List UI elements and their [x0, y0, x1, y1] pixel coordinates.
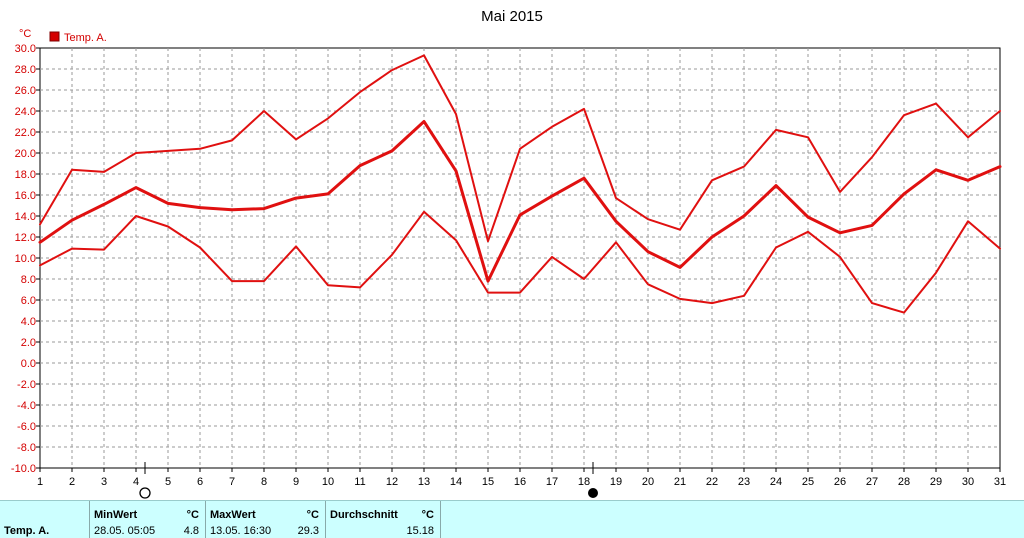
series-line-2 [38, 120, 1002, 283]
x-tick-label: 2 [69, 476, 75, 488]
max-datetime: 13.05. 16:30 [210, 525, 272, 537]
y-tick-label: 22.0 [15, 127, 36, 139]
stats-sensor-cell: Temp. A. [0, 501, 89, 538]
x-tick-label: 12 [386, 476, 398, 488]
chart-title: Mai 2015 [481, 8, 543, 25]
stats-sensor-label: Temp. A. [4, 525, 50, 537]
y-tick-label: 24.0 [15, 106, 36, 118]
x-tick-label: 1 [37, 476, 43, 488]
x-tick-label: 23 [738, 476, 750, 488]
series-line-3 [39, 210, 1001, 314]
y-tick-label: 12.0 [15, 232, 36, 244]
max-unit: °C [306, 509, 319, 521]
max-marker [588, 488, 598, 498]
x-tick-label: 7 [229, 476, 235, 488]
y-tick-label: -8.0 [17, 442, 36, 454]
x-tick-label: 13 [418, 476, 430, 488]
x-tick-label: 5 [165, 476, 171, 488]
x-tick-label: 18 [578, 476, 590, 488]
legend-swatch [49, 31, 60, 42]
x-tick-label: 8 [261, 476, 267, 488]
stats-panel: Temp. A. MinWert °C 28.05. 05:05 4.8 Max… [0, 500, 1024, 538]
y-tick-label: -6.0 [17, 421, 36, 433]
x-tick-label: 19 [610, 476, 622, 488]
y-tick-label: 8.0 [21, 274, 36, 286]
x-tick-label: 29 [930, 476, 942, 488]
x-tick-label: 30 [962, 476, 974, 488]
min-unit: °C [186, 509, 199, 521]
avg-value: 15.18 [406, 525, 434, 537]
y-tick-label: -2.0 [17, 379, 36, 391]
x-tick-label: 22 [706, 476, 718, 488]
x-tick-label: 11 [354, 476, 365, 488]
x-tick-label: 31 [994, 476, 1006, 488]
stats-max-cell: MaxWert °C 13.05. 16:30 29.3 [205, 501, 325, 538]
y-tick-label: 10.0 [15, 253, 36, 265]
y-tick-label: 2.0 [21, 337, 36, 349]
y-tick-label: 16.0 [15, 190, 36, 202]
y-axis-unit: °C [19, 28, 31, 40]
temperature-chart: Mai 2015°C Temp. A.30.028.026.024.022.020… [11, 8, 1006, 499]
y-tick-label: -4.0 [17, 400, 36, 412]
min-marker [139, 487, 151, 499]
stats-min-cell: MinWert °C 28.05. 05:05 4.8 [89, 501, 205, 538]
x-tick-label: 21 [674, 476, 686, 488]
legend-label: Temp. A. [64, 32, 107, 44]
y-tick-label: 0.0 [21, 358, 36, 370]
stats-avg-cell: Durchschnitt °C 15.18 [325, 501, 441, 538]
x-tick-label: 17 [546, 476, 558, 488]
x-tick-label: 4 [133, 476, 139, 488]
x-tick-label: 14 [450, 476, 462, 488]
x-tick-label: 28 [898, 476, 910, 488]
y-tick-label: -10.0 [11, 463, 36, 475]
x-tick-label: 27 [866, 476, 878, 488]
y-tick-label: 6.0 [21, 295, 36, 307]
min-header: MinWert [94, 509, 138, 521]
y-tick-label: 18.0 [15, 169, 36, 181]
avg-unit: °C [421, 509, 434, 521]
x-tick-label: 16 [514, 476, 526, 488]
y-tick-label: 26.0 [15, 85, 36, 97]
x-tick-label: 20 [642, 476, 654, 488]
series-line-1 [39, 54, 1001, 243]
x-tick-label: 15 [482, 476, 494, 488]
min-datetime: 28.05. 05:05 [94, 525, 156, 537]
x-tick-label: 10 [322, 476, 334, 488]
x-tick-label: 26 [834, 476, 846, 488]
x-tick-label: 6 [197, 476, 203, 488]
x-tick-label: 9 [293, 476, 299, 488]
x-tick-label: 24 [770, 476, 782, 488]
max-value: 29.3 [297, 525, 319, 537]
y-tick-label: 4.0 [21, 316, 36, 328]
y-tick-label: 20.0 [15, 148, 36, 160]
max-header: MaxWert [210, 509, 256, 521]
y-tick-label: 14.0 [15, 211, 36, 223]
y-tick-label: 30.0 [15, 43, 36, 55]
y-tick-label: 28.0 [15, 64, 36, 76]
avg-header: Durchschnitt [330, 509, 398, 521]
x-tick-label: 3 [101, 476, 107, 488]
x-tick-label: 25 [802, 476, 814, 488]
min-value: 4.8 [183, 525, 199, 537]
